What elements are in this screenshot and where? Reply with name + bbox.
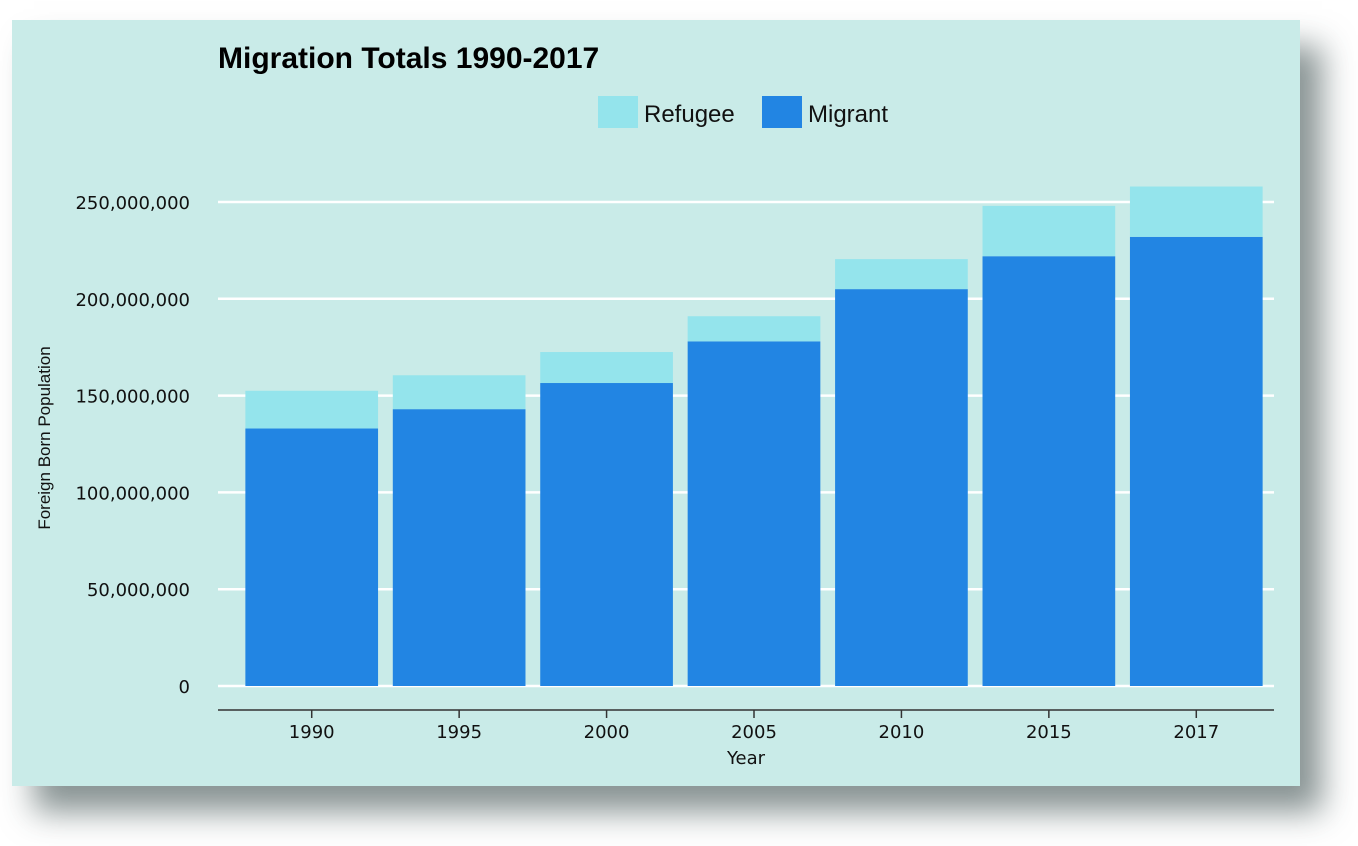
bar-migrant-2015 [982,256,1116,686]
bar-refugee-2005 [687,316,821,342]
x-tick-label-2000: 2000 [584,722,630,743]
x-tick-label-2017: 2017 [1173,722,1219,743]
bar-migrant-2000 [540,383,673,686]
legend-label-migrant: Migrant [808,101,888,128]
y-tick-label-2: 100,000,000 [75,483,190,504]
bar-migrant-1995 [392,409,526,686]
chart-svg: 0 50,000,000 100,000,000 150,000,000 200,000… [35,42,1274,769]
bar-migrant-2010 [835,289,968,686]
y-tick-label-0: 0 [179,677,190,698]
x-tick-label-2005: 2005 [731,722,777,743]
y-tick-label-1: 50,000,000 [87,580,190,601]
legend-label-refugee: Refugee [644,101,735,128]
legend-swatch-refugee [598,96,638,128]
bar-refugee-1990 [245,390,379,429]
bar-refugee-2010 [835,259,968,290]
bar-migrant-2005 [687,341,821,686]
bar-migrant-2017 [1129,236,1263,686]
y-tick-label-5: 250,000,000 [75,193,190,214]
x-tick-label-2010: 2010 [879,722,925,743]
y-tick-label-4: 200,000,000 [75,290,190,311]
bar-refugee-2017 [1129,186,1263,237]
y-tick-labels: 0 50,000,000 100,000,000 150,000,000 200,000… [75,193,190,698]
x-axis [218,709,1274,718]
x-axis-title: Year [726,748,766,769]
x-tick-label-2015: 2015 [1026,722,1072,743]
y-tick-label-3: 150,000,000 [75,387,190,408]
bar-refugee-2015 [982,205,1116,257]
x-tick-label-1995: 1995 [436,722,482,743]
legend-swatch-migrant [762,96,802,128]
bars [245,186,1263,686]
chart-panel: 0 50,000,000 100,000,000 150,000,000 200,000… [12,20,1300,786]
x-tick-labels: 1990 1995 2000 2005 2010 2015 2017 [289,722,1219,743]
bar-refugee-2000 [540,352,673,384]
bar-refugee-1995 [392,375,526,410]
legend: Refugee Migrant [598,96,888,128]
chart-title: Migration Totals 1990-2017 [218,42,599,75]
x-tick-label-1990: 1990 [289,722,335,743]
bar-migrant-1990 [245,428,379,686]
y-axis-title: Foreign Born Population [35,346,54,529]
